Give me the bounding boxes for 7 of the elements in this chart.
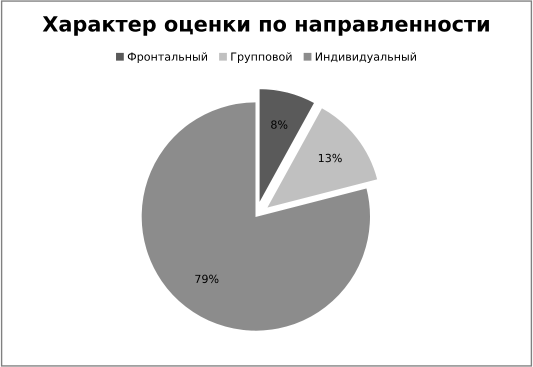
chart-title: Характер оценки по направленности bbox=[42, 16, 489, 36]
data-label: 8% bbox=[271, 120, 288, 129]
data-label: 79% bbox=[195, 274, 218, 284]
legend-label: Фронтальный bbox=[128, 52, 207, 63]
legend-label: Индивидуальный bbox=[316, 52, 416, 63]
data-label: 13% bbox=[318, 154, 342, 162]
legend-label: Групповой bbox=[231, 52, 292, 63]
